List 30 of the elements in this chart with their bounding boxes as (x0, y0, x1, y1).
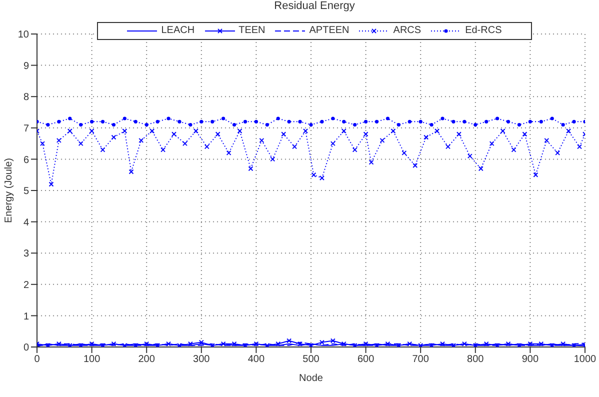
legend-label: Ed-RCS (465, 24, 502, 38)
x-tick-label: 500 (302, 354, 320, 366)
legend-label: ARCS (393, 24, 422, 38)
x-tick-label: 200 (138, 354, 156, 366)
y-tick-label: 2 (23, 280, 30, 291)
y-axis-title: Energy (Joule) (4, 158, 15, 224)
x-tick-label: 600 (357, 354, 375, 366)
y-tick-label: 1 (23, 311, 30, 322)
y-tick-label: 5 (23, 186, 30, 198)
x-tick-label: 100 (83, 354, 101, 366)
legend-label: LEACH (161, 24, 195, 38)
y-tick-label: 8 (23, 92, 30, 104)
x-tick-label: 700 (412, 354, 430, 366)
y-tick-label: 10 (18, 30, 30, 41)
x-axis-title: Node (299, 373, 324, 384)
y-tick-label: 7 (23, 123, 30, 134)
y-tick-label: 0 (23, 342, 30, 354)
y-tick-label: 3 (23, 248, 30, 260)
chart-title: Residual Energy (273, 0, 356, 12)
x-tick-label: 1000 (574, 354, 597, 366)
y-tick-label: 9 (23, 60, 30, 72)
y-tick-label: 4 (23, 217, 30, 228)
y-tick-label: 6 (23, 154, 30, 166)
x-tick-label: 900 (522, 354, 539, 366)
legend-label: APTEEN (309, 24, 350, 38)
x-tick-label: 800 (467, 354, 484, 366)
legend-label: TEEN (238, 24, 266, 38)
x-tick-label: 0 (34, 354, 40, 366)
x-tick-label: 300 (193, 354, 210, 366)
x-tick-label: 400 (248, 354, 265, 366)
